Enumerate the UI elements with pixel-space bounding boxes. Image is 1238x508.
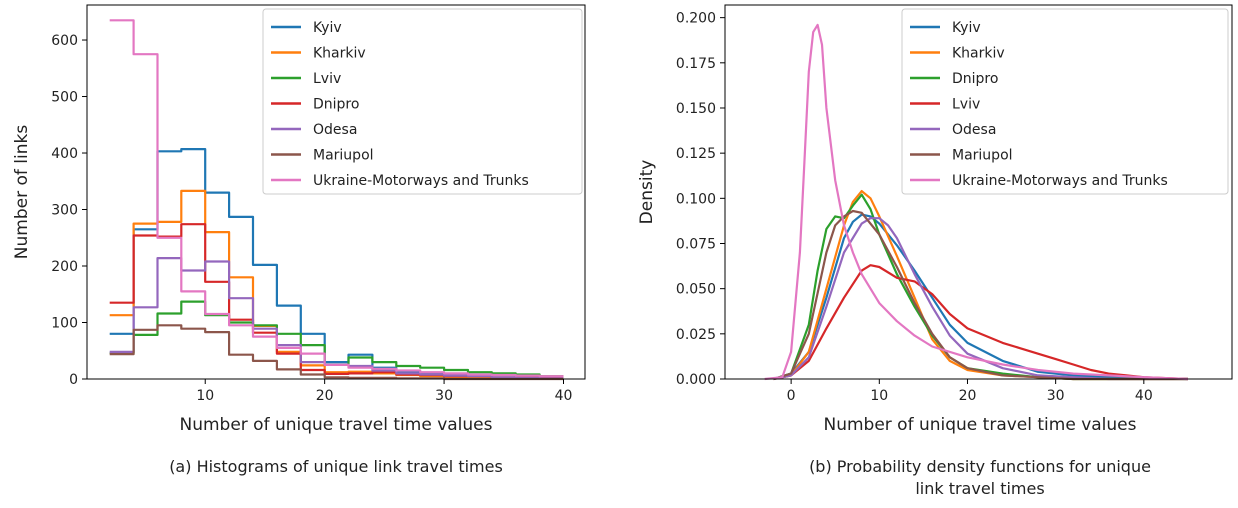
series-line-ukraine-motorways-and-trunks bbox=[764, 23, 1188, 381]
y-axis-label: Density bbox=[637, 160, 657, 225]
legend-frame bbox=[262, 8, 583, 195]
legend-label-odesa: Odesa bbox=[952, 122, 996, 138]
series-line-kharkiv bbox=[109, 189, 564, 380]
series-line-mariupol bbox=[109, 324, 564, 381]
legend-label-lviv: Lviv bbox=[952, 97, 980, 113]
legend-label-mariupol: Mariupol bbox=[952, 148, 1013, 164]
legend-label-mariupol: Mariupol bbox=[313, 148, 374, 164]
y-tick-label: 0.000 bbox=[676, 372, 716, 388]
legend-label-kyiv: Kyiv bbox=[952, 20, 981, 36]
legend-label-kyiv: Kyiv bbox=[313, 20, 342, 36]
y-tick-label: 0.150 bbox=[676, 101, 716, 117]
caption-b-line1: (b) Probability density functions for un… bbox=[809, 457, 1151, 476]
y-tick-label: 100 bbox=[51, 316, 78, 332]
x-tick-label: 40 bbox=[555, 388, 573, 404]
y-axis-label: Number of links bbox=[12, 125, 32, 260]
y-tick-label: 500 bbox=[51, 90, 78, 106]
density-panel: 0 10 20 30 40 0.000 0.025 0.050 0.075 0.100 0.125 0… bbox=[637, 4, 1233, 435]
legend: Kyiv Kharkiv Dnipro Lviv Odesa Mariupol Ukrain… bbox=[901, 8, 1229, 195]
legend-label-dnipro: Dnipro bbox=[952, 71, 998, 87]
series-line-mariupol bbox=[773, 209, 1188, 381]
legend-label-ukraine-motorways-and-trunks: Ukraine-Motorways and Trunks bbox=[313, 173, 529, 189]
x-axis-label: Number of unique travel time values bbox=[179, 415, 492, 435]
series-line-odesa bbox=[773, 217, 1188, 381]
x-tick-label: 10 bbox=[870, 388, 888, 404]
caption-b-line2: link travel times bbox=[915, 479, 1045, 498]
y-tick-label: 200 bbox=[51, 259, 78, 275]
legend-label-lviv: Lviv bbox=[313, 71, 341, 87]
y-tick-label: 0.050 bbox=[676, 282, 716, 298]
series-line-ukraine-motorways-and-trunks bbox=[109, 19, 564, 378]
y-tick-label: 0 bbox=[69, 372, 78, 388]
plot-frame bbox=[724, 4, 1233, 380]
y-tick-label: 600 bbox=[51, 33, 78, 49]
legend-label-ukraine-motorways-and-trunks: Ukraine-Motorways and Trunks bbox=[952, 173, 1168, 189]
series-line-odesa bbox=[109, 257, 564, 380]
y-tick-label: 0.175 bbox=[676, 56, 716, 72]
x-tick-label: 40 bbox=[1135, 388, 1153, 404]
caption-a: (a) Histograms of unique link travel tim… bbox=[169, 457, 503, 476]
x-tick-label: 20 bbox=[959, 388, 977, 404]
y-tick-label: 0.100 bbox=[676, 191, 716, 207]
y-tick-label: 300 bbox=[51, 203, 78, 219]
x-tick-label: 30 bbox=[435, 388, 453, 404]
x-tick-label: 20 bbox=[316, 388, 334, 404]
legend: Kyiv Kharkiv Lviv Dnipro Odesa Mariupol Ukrain… bbox=[262, 8, 583, 195]
x-tick-label: 0 bbox=[787, 388, 796, 404]
x-tick-label: 10 bbox=[196, 388, 214, 404]
legend-label-odesa: Odesa bbox=[313, 122, 357, 138]
legend-label-kharkiv: Kharkiv bbox=[952, 46, 1005, 62]
series-line-kyiv bbox=[773, 213, 1188, 381]
axes: 0 10 20 30 40 0.000 0.025 0.050 0.075 0.100 0.125 0… bbox=[676, 11, 1153, 404]
histogram-series-group bbox=[109, 19, 564, 381]
series-line-dnipro bbox=[773, 193, 1188, 381]
y-tick-label: 0.200 bbox=[676, 11, 716, 27]
legend-label-dnipro: Dnipro bbox=[313, 97, 359, 113]
y-tick-label: 0.075 bbox=[676, 236, 716, 252]
y-tick-label: 0.125 bbox=[676, 146, 716, 162]
legend-label-kharkiv: Kharkiv bbox=[313, 46, 366, 62]
y-tick-label: 400 bbox=[51, 146, 78, 162]
y-tick-label: 0.025 bbox=[676, 327, 716, 343]
x-axis-label: Number of unique travel time values bbox=[823, 415, 1136, 435]
series-line-dnipro bbox=[109, 223, 564, 379]
series-line-lviv bbox=[773, 264, 1188, 381]
x-tick-label: 30 bbox=[1047, 388, 1065, 404]
legend-frame bbox=[901, 8, 1229, 195]
plot-frame bbox=[86, 4, 586, 380]
